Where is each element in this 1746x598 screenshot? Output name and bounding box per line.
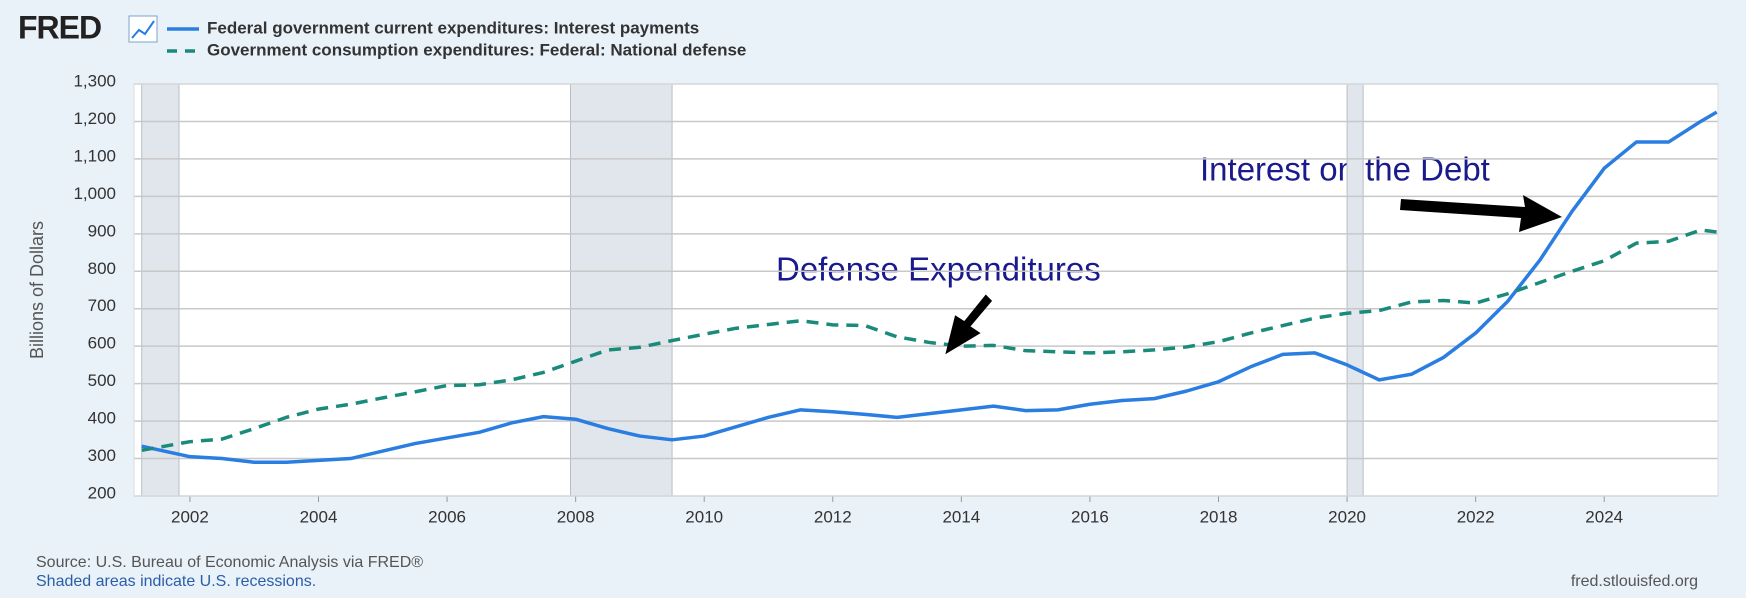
x-tick-label: 2024: [1585, 507, 1623, 526]
plot-border: [133, 83, 1719, 497]
y-axis-label: Billions of Dollars: [27, 221, 47, 359]
y-tick-label: 700: [88, 296, 116, 315]
y-tick-label: 1,000: [73, 184, 116, 203]
y-tick-label: 900: [88, 221, 116, 240]
legend-label: Federal government current expenditures:…: [207, 18, 699, 37]
y-tick-label: 800: [88, 259, 116, 278]
recession-note[interactable]: Shaded areas indicate U.S. recessions.: [36, 573, 316, 590]
x-tick-label: 2014: [942, 507, 980, 526]
y-tick-label: 600: [88, 334, 116, 353]
legend-label: Government consumption expenditures: Fed…: [207, 40, 746, 59]
recession-band: [570, 83, 673, 497]
annotation-arrow: [1400, 195, 1562, 232]
annotation: Interest on the Debt: [1200, 151, 1490, 188]
plot: 200 300 400 500 600 700 800 900 1,000 1,100 1,200 1…: [73, 71, 1719, 526]
y-tick-label: 500: [88, 371, 116, 390]
x-tick-label: 2020: [1328, 507, 1366, 526]
x-tick-label: 2004: [300, 507, 338, 526]
source: Source: U.S. Bureau of Economic Analysis…: [36, 554, 423, 571]
x-tick-label: 2008: [557, 507, 595, 526]
series-line: [141, 228, 1717, 453]
x-tick-label: 2012: [814, 507, 852, 526]
annotation: Defense Expenditures: [776, 251, 1101, 288]
y-tick-label: 400: [88, 409, 116, 428]
plot-area: [134, 84, 1718, 496]
y-tick-label: 1,100: [73, 146, 116, 165]
logo: FRED: [18, 9, 101, 45]
x-tick-label: 2010: [685, 507, 723, 526]
y-tick-label: 300: [88, 446, 116, 465]
x-tick-label: 2006: [428, 507, 466, 526]
series-line: [141, 110, 1718, 465]
x-tick-label: 2022: [1457, 507, 1495, 526]
x-tick-label: 2016: [1071, 507, 1109, 526]
annotation-arrow: [945, 294, 993, 355]
recession-band: [141, 83, 180, 497]
logo-icon: [128, 15, 158, 43]
x-tick-label: 2002: [171, 507, 209, 526]
y-tick-label: 1,200: [73, 109, 116, 128]
site[interactable]: fred.stlouisfed.org: [1571, 573, 1698, 590]
x-tick-label: 2018: [1200, 507, 1238, 526]
y-tick-label: 200: [88, 483, 116, 502]
recession-band: [1346, 83, 1364, 497]
y-tick-label: 1,300: [73, 71, 116, 90]
